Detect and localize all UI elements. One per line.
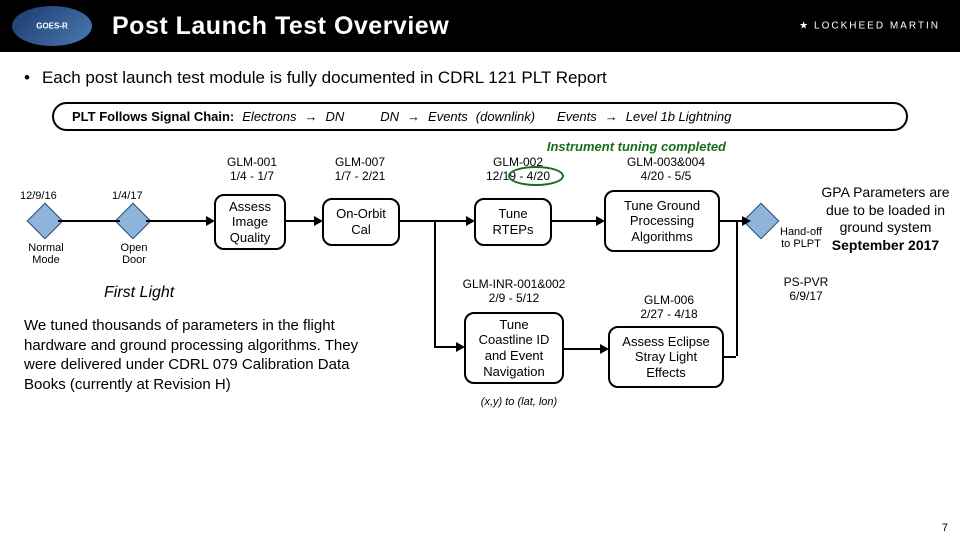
connector (720, 220, 744, 222)
open-door-label: Open Door (114, 242, 154, 266)
connector (564, 348, 602, 350)
connector (724, 356, 736, 358)
connector (434, 220, 436, 348)
arrow-icon (314, 216, 323, 226)
arrow-icon (466, 216, 475, 226)
arrow-icon (456, 342, 465, 352)
tuning-completed-note: Instrument tuning completed (24, 139, 726, 154)
page-number: 7 (942, 522, 948, 534)
arrow-icon: → (605, 109, 618, 124)
goes-logo (12, 6, 92, 46)
tuning-paragraph: We tuned thousands of parameters in the … (24, 316, 374, 394)
flow-diagram: GLM-001 1/4 - 1/7 GLM-007 1/7 - 2/21 GLM… (24, 156, 936, 496)
content-area: Each post launch test module is fully do… (0, 52, 960, 540)
normal-mode-label: Normal Mode (24, 242, 68, 266)
chain-p2: DN (325, 109, 344, 124)
chain-label: PLT Follows Signal Chain: (72, 109, 234, 124)
arrow-icon (596, 216, 605, 226)
chain-p4: Events (428, 109, 468, 124)
page-title: Post Launch Test Overview (112, 12, 449, 41)
bullet-content: Each post launch test module is fully do… (42, 68, 607, 88)
glm-003-label: GLM-003&004 4/20 - 5/5 (616, 156, 716, 184)
connector (434, 346, 458, 348)
rtep-box: Tune RTEPs (474, 198, 552, 246)
arrow-icon: → (407, 109, 420, 124)
arrow-icon (600, 344, 609, 354)
ground-box: Tune Ground Processing Algorithms (604, 190, 720, 252)
bullet-text: Each post launch test module is fully do… (24, 68, 936, 88)
arrow-icon (742, 216, 751, 226)
connector (552, 220, 598, 222)
header-bar: Post Launch Test Overview LOCKHEED MARTI… (0, 0, 960, 52)
assess-box: Assess Image Quality (214, 194, 286, 250)
pspvr-label: PS-PVR 6/9/17 (776, 276, 836, 304)
chain-p7: Level 1b Lightning (626, 109, 732, 124)
glm-006-label: GLM-006 2/27 - 4/18 (624, 294, 714, 322)
date-2: 1/4/17 (112, 190, 143, 202)
orbit-box: On-Orbit Cal (322, 198, 400, 246)
tuning-ellipse (508, 166, 564, 186)
arrow-icon: → (304, 109, 317, 124)
glm-007-label: GLM-007 1/7 - 2/21 (324, 156, 396, 184)
coastline-box: Tune Coastline ID and Event Navigation (464, 312, 564, 384)
connector (146, 220, 208, 222)
first-light-label: First Light (104, 284, 174, 302)
connector (58, 220, 120, 222)
glm-inr-label: GLM-INR-001&002 2/9 - 5/12 (454, 278, 574, 306)
chain-p6: Events (557, 109, 597, 124)
chain-p1: Electrons (242, 109, 296, 124)
lockheed-logo: LOCKHEED MARTIN (799, 21, 940, 32)
chain-p3: DN (380, 109, 399, 124)
date-1: 12/9/16 (20, 190, 57, 202)
gpa-note-text: GPA Parameters are due to be loaded in g… (821, 184, 949, 253)
xy-label: (x,y) to (lat, lon) (464, 396, 574, 408)
connector (286, 220, 316, 222)
chain-downlink: (downlink) (476, 109, 535, 124)
glm-001-label: GLM-001 1/4 - 1/7 (216, 156, 288, 184)
gpa-note: GPA Parameters are due to be loaded in g… (808, 184, 960, 254)
eclipse-box: Assess Eclipse Stray Light Effects (608, 326, 724, 388)
connector (736, 220, 738, 356)
signal-chain-box: PLT Follows Signal Chain: Electrons → DN… (52, 102, 908, 131)
